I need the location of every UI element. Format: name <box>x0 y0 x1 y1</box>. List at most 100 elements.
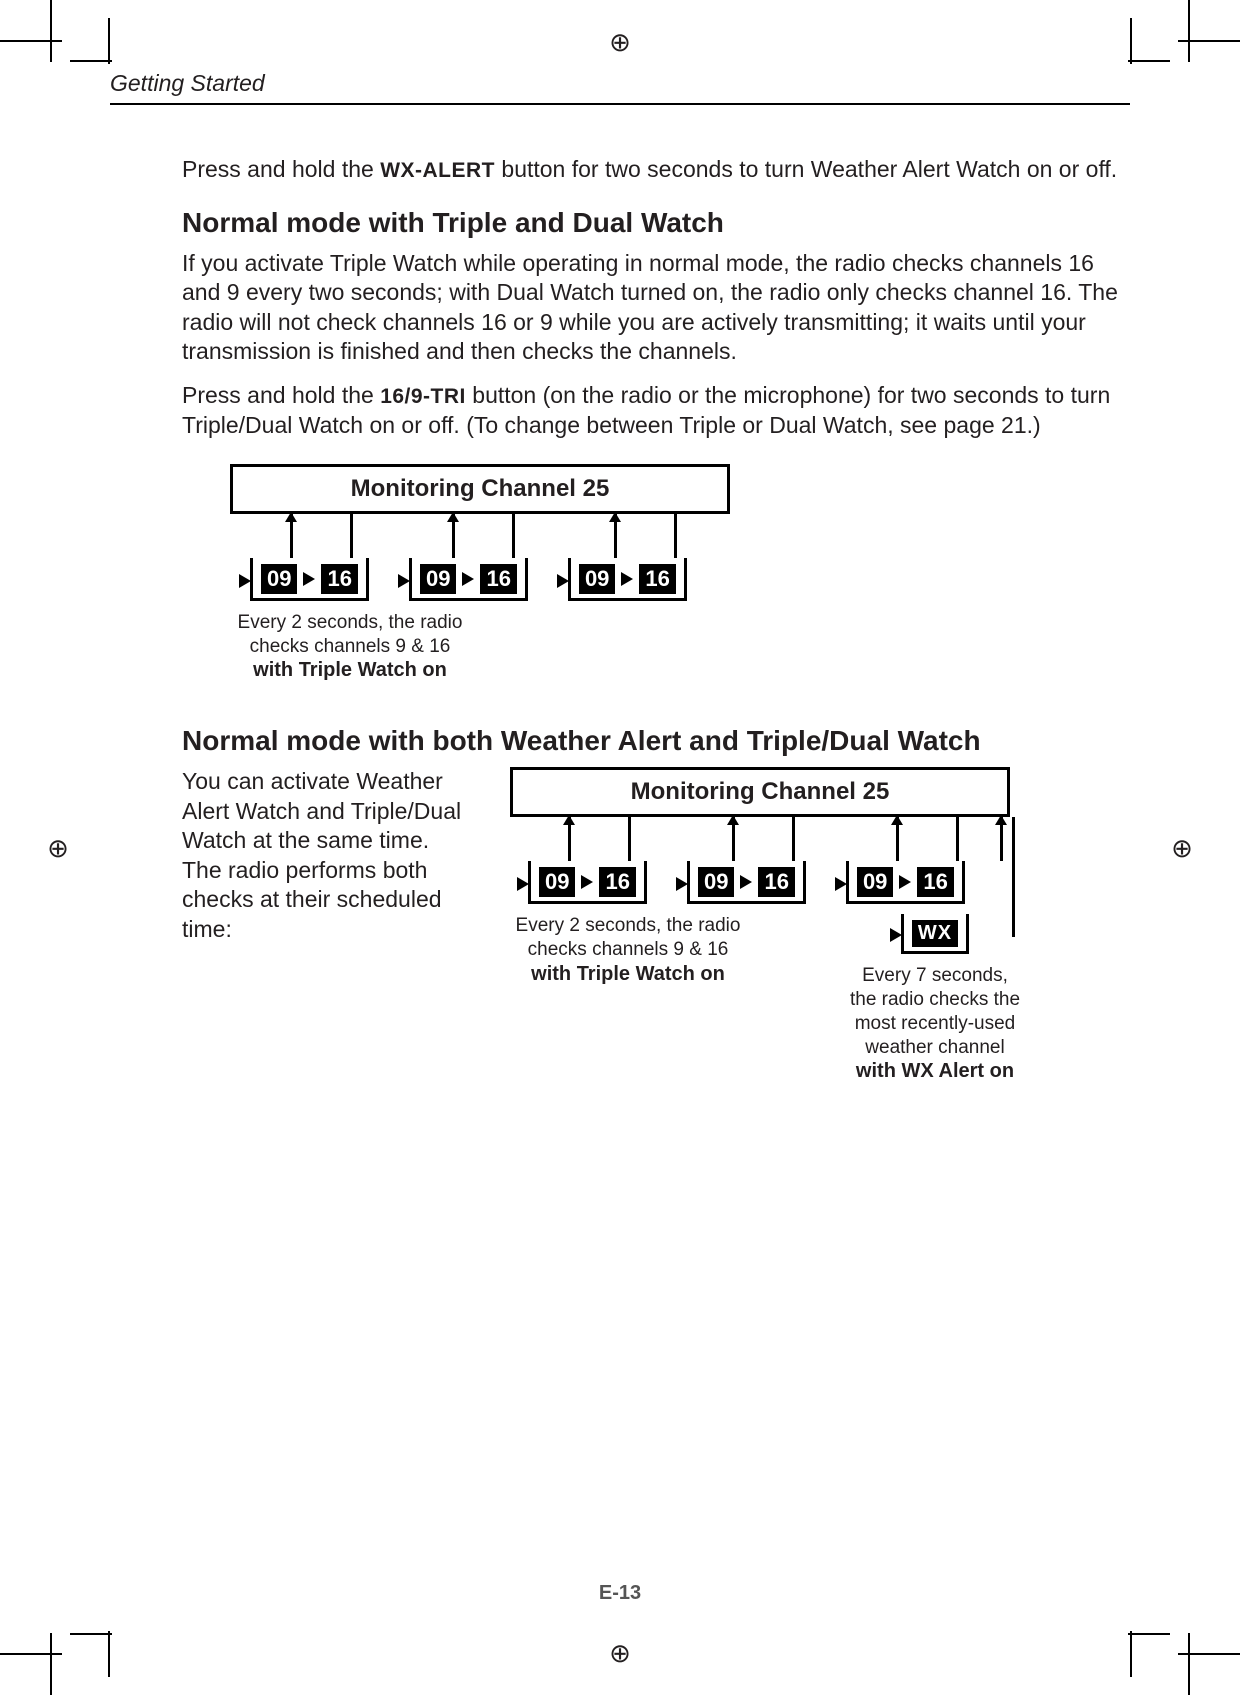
diagram-triple-watch: Monitoring Channel 25 09 16 09 <box>230 464 730 684</box>
connector-line <box>628 817 631 861</box>
channel-pair: 09 16 <box>250 558 369 601</box>
connector-line <box>1000 817 1003 861</box>
pair-row: 09 16 09 16 09 16 <box>230 558 730 601</box>
channel-chip-16: 16 <box>480 564 516 594</box>
crop-mark <box>1130 18 1132 64</box>
crop-mark <box>1128 60 1170 62</box>
channel-chip-09: 09 <box>420 564 456 594</box>
crop-mark <box>0 1653 62 1655</box>
channel-chip-09: 09 <box>261 564 297 594</box>
page: ⊕ ⊕ ⊕ ⊕ Getting Started Press and hold t… <box>0 0 1240 1695</box>
caption-line: most recently-used <box>840 1012 1030 1036</box>
heading-normal-wx-triple: Normal mode with both Weather Alert and … <box>182 725 1130 757</box>
caption-line: Every 2 seconds, the radio <box>498 914 758 938</box>
connector-line <box>452 514 455 558</box>
caption-line: Every 2 seconds, the radio <box>220 611 480 635</box>
connector-line <box>732 817 735 861</box>
crop-mark <box>50 0 52 62</box>
arrow-icon <box>557 574 569 588</box>
caption-strong: with Triple Watch on <box>498 962 758 987</box>
arrow-icon <box>398 574 410 588</box>
crop-mark <box>50 1633 52 1695</box>
diagram-caption: Every 2 seconds, the radio checks channe… <box>220 611 480 684</box>
two-column-layout: You can activate Weather Alert Watch and… <box>182 767 1130 1084</box>
arrow-icon <box>899 875 911 889</box>
channel-chip-09: 09 <box>579 564 615 594</box>
monitor-box-title: Monitoring Channel 25 <box>510 767 1010 817</box>
connector-row <box>490 817 1030 861</box>
channel-pair: 09 16 <box>568 558 687 601</box>
wx-box: WX <box>901 914 969 954</box>
connector-line <box>568 817 571 861</box>
right-caption: Every 7 seconds, the radio checks the mo… <box>840 964 1030 1084</box>
crop-mark <box>1128 1633 1170 1635</box>
caption-line: weather channel <box>840 1036 1030 1060</box>
intro-paragraph: Press and hold the WX-ALERT button for t… <box>182 155 1130 185</box>
caption-line: checks channels 9 & 16 <box>220 635 480 659</box>
caption-row: Every 2 seconds, the radio checks channe… <box>490 914 1030 1084</box>
channel-pair: 09 16 <box>687 861 806 904</box>
paragraph: You can activate Weather Alert Watch and… <box>182 767 472 944</box>
button-label-169-tri: 16/9-TRI <box>380 385 466 408</box>
caption-line: the radio checks the <box>840 988 1030 1012</box>
arrow-icon <box>835 877 847 891</box>
text: Press and hold the <box>182 156 380 182</box>
channel-chip-16: 16 <box>758 867 794 897</box>
connector-line <box>1012 817 1015 937</box>
text: button for two seconds to turn Weather A… <box>495 156 1117 182</box>
connector-line <box>512 514 515 558</box>
arrowhead-icon <box>285 512 297 522</box>
registration-mark-icon: ⊕ <box>44 834 72 862</box>
connector-line <box>350 514 353 558</box>
button-label-wx-alert: WX-ALERT <box>380 159 495 182</box>
crop-mark <box>1188 0 1190 62</box>
running-head: Getting Started <box>110 70 1130 105</box>
arrow-icon <box>462 572 474 586</box>
channel-chip-16: 16 <box>917 867 953 897</box>
arrow-icon <box>740 875 752 889</box>
connector-line <box>792 817 795 861</box>
pair-row: 09 16 09 16 09 <box>508 861 1030 904</box>
registration-mark-icon: ⊕ <box>606 28 634 56</box>
arrowhead-icon <box>609 512 621 522</box>
channel-chip-16: 16 <box>639 564 675 594</box>
crop-spacer <box>0 26 100 27</box>
arrowhead-icon <box>447 512 459 522</box>
section1-body: If you activate Triple Watch while opera… <box>182 249 1130 440</box>
crop-mark <box>108 18 110 64</box>
channel-chip-09: 09 <box>539 867 575 897</box>
crop-mark <box>70 60 112 62</box>
crop-mark <box>108 1631 110 1677</box>
arrow-icon <box>581 875 593 889</box>
left-caption: Every 2 seconds, the radio checks channe… <box>498 914 758 987</box>
text: Press and hold the <box>182 382 380 408</box>
arrowhead-icon <box>891 815 903 825</box>
caption-line: Every 7 seconds, <box>840 964 1030 988</box>
arrow-icon <box>239 574 251 588</box>
registration-mark-icon: ⊕ <box>606 1639 634 1667</box>
left-column: You can activate Weather Alert Watch and… <box>182 767 472 1084</box>
channel-pair: 09 16 <box>846 861 965 904</box>
crop-mark <box>0 40 62 42</box>
paragraph: If you activate Triple Watch while opera… <box>182 249 1130 367</box>
wx-chip: WX <box>912 920 958 947</box>
right-column-diagram: Monitoring Channel 25 <box>490 767 1130 1084</box>
arrow-icon <box>517 877 529 891</box>
arrow-icon <box>621 572 633 586</box>
content-area: Getting Started Press and hold the WX-AL… <box>110 70 1130 1084</box>
channel-chip-16: 16 <box>321 564 357 594</box>
channel-pair: 09 16 <box>409 558 528 601</box>
arrowhead-icon <box>563 815 575 825</box>
crop-mark <box>1130 1631 1132 1677</box>
arrow-icon <box>676 877 688 891</box>
arrow-icon <box>890 928 902 942</box>
arrowhead-icon <box>727 815 739 825</box>
channel-chip-09: 09 <box>698 867 734 897</box>
crop-mark <box>70 1633 112 1635</box>
caption-strong: with Triple Watch on <box>220 658 480 683</box>
wx-block: WX Every 7 seconds, the radio checks the… <box>840 914 1030 1084</box>
channel-chip-09: 09 <box>857 867 893 897</box>
connector-line <box>896 817 899 861</box>
page-number: E-13 <box>0 1582 1240 1605</box>
arrowhead-icon <box>995 815 1007 825</box>
